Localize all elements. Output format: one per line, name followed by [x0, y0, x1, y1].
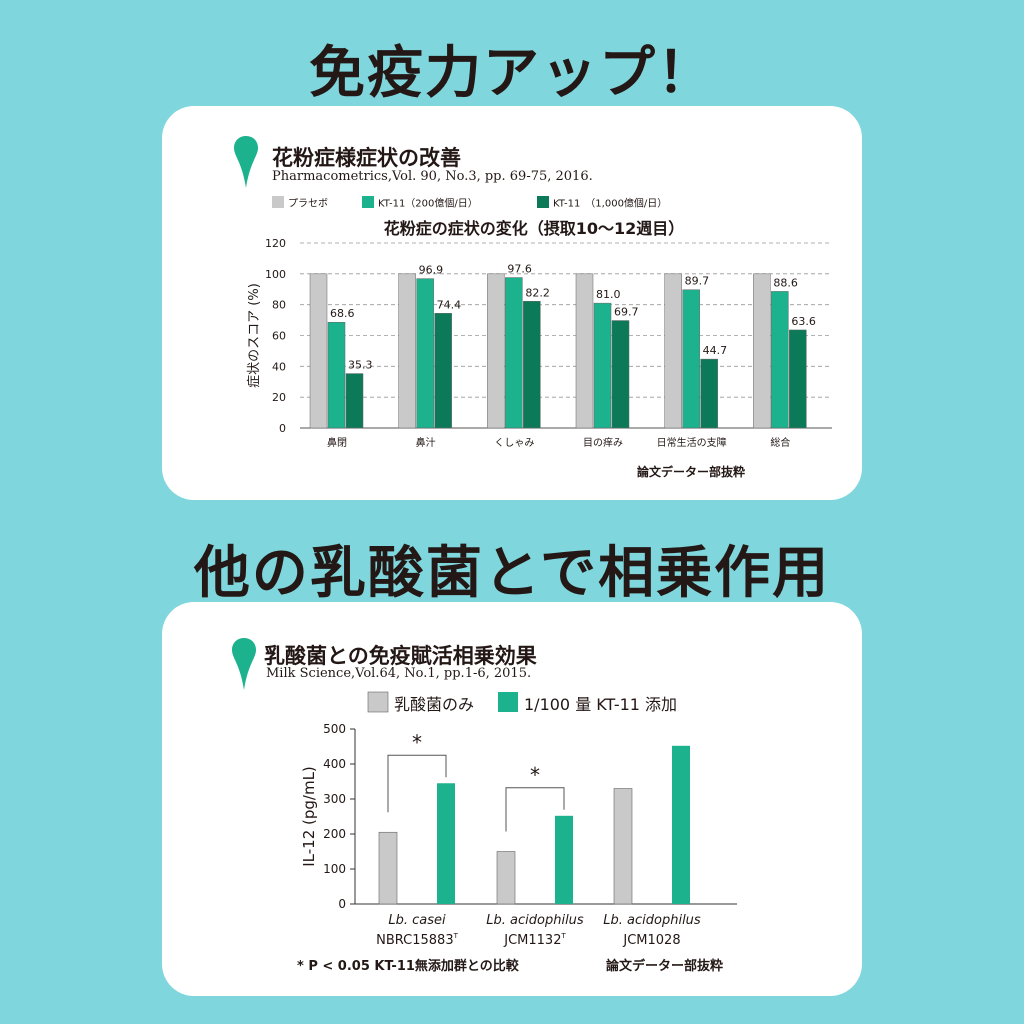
chart-source: Milk Science,Vol.64, No.1, pp.1-6, 2015. [266, 666, 532, 681]
y-tick-label: 40 [272, 360, 286, 373]
map-pin-icon [232, 638, 256, 690]
x-tick-label: くしゃみ [494, 437, 534, 449]
x-tick-strain: JCM1132T [503, 932, 566, 948]
y-axis-label: 症状のスコア (%) [247, 283, 262, 388]
bar [664, 273, 682, 429]
bar [309, 273, 328, 429]
bar [611, 320, 630, 429]
bar [378, 831, 398, 905]
x-tick-label: 日常生活の支障 [657, 436, 727, 449]
chart-footnote: * P < 0.05 KT-11無添加群との比較 [297, 958, 520, 974]
bar [613, 788, 633, 905]
significance-mark: * [412, 730, 422, 754]
pollen-bar-chart: プラセボ KT-11（200億個/日） KT-11 （1,000億個/日） 花粉症の症… [247, 196, 832, 479]
x-tick-label: 総合 [770, 436, 790, 449]
data-label: 68.6 [330, 307, 355, 320]
bar [555, 815, 573, 904]
data-label: 96.9 [419, 264, 444, 277]
chart-source: Pharmacometrics,Vol. 90, No.3, pp. 69-75… [272, 169, 593, 184]
map-pin-icon [234, 136, 258, 188]
legend-swatch [362, 196, 374, 208]
y-tick-label: 100 [265, 268, 286, 281]
data-label: 69.7 [614, 306, 639, 319]
y-tick-label: 0 [279, 422, 286, 435]
x-tick-label: Lb. acidophilus [603, 913, 701, 928]
x-tick-label: 目の痒み [583, 436, 623, 449]
bar [575, 273, 594, 429]
y-tick-label: 20 [272, 391, 286, 404]
significance-mark: * [530, 763, 540, 787]
y-tick-label: 300 [323, 792, 346, 806]
significance-bracket [387, 754, 447, 813]
legend-label: 1/100 量 KT-11 添加 [524, 695, 677, 714]
y-tick-label: 100 [323, 862, 346, 876]
data-label: 63.6 [791, 315, 816, 328]
y-tick-label: 0 [338, 897, 346, 911]
legend-label: KT-11（200億個/日） [378, 197, 478, 210]
data-label: 88.6 [773, 276, 798, 289]
x-tick-superscript: T [453, 932, 459, 940]
chart-note: 論文データー部抜粋 [606, 958, 723, 974]
data-label: 89.7 [685, 275, 710, 288]
data-label: 97.6 [507, 263, 532, 276]
data-label: 82.2 [525, 286, 550, 299]
bar [496, 851, 516, 905]
x-tick-strain: JCM1028 [622, 933, 680, 948]
bar [523, 301, 541, 429]
bar [416, 278, 434, 429]
chart-heading: 乳酸菌との免疫賦活相乗効果 [264, 644, 537, 668]
legend-swatch [537, 196, 549, 208]
x-tick-superscript: T [560, 932, 566, 940]
x-tick-label: Lb. acidophilus [486, 913, 584, 928]
bar [345, 373, 364, 429]
bar [682, 289, 700, 429]
bar [700, 358, 718, 429]
y-tick-label: 120 [265, 237, 286, 250]
legend-label: 乳酸菌のみ [394, 695, 474, 714]
y-axis-label: IL-12 (pg/mL) [300, 766, 318, 867]
legend-swatch [498, 692, 518, 712]
y-tick-label: 400 [323, 757, 346, 771]
page-heading-synergy: 他の乳酸菌とで相乗作用 [193, 541, 831, 606]
bar [753, 273, 771, 429]
data-label: 35.3 [348, 359, 373, 372]
significance-bracket [505, 787, 565, 832]
bar [327, 321, 346, 429]
y-tick-label: 80 [272, 299, 286, 312]
chart-card-pollen: 花粉症様症状の改善 Pharmacometrics,Vol. 90, No.3,… [162, 106, 862, 500]
page-heading-immunity: 免疫力アップ！ [309, 41, 715, 106]
chart-title: 花粉症の症状の変化（摂取10～12週目） [384, 219, 685, 238]
chart-heading: 花粉症様症状の改善 [272, 146, 461, 170]
bar [487, 273, 505, 429]
bar [398, 273, 416, 429]
x-tick-label: Lb. casei [388, 913, 446, 928]
il12-bar-chart: 乳酸菌のみ 1/100 量 KT-11 添加 0 100 200 300 400 500 IL-… [297, 691, 737, 974]
bar [437, 783, 455, 904]
legend-label: KT-11 （1,000億個/日） [553, 197, 667, 210]
bar [505, 277, 523, 429]
x-tick-label: 鼻閉 [327, 436, 347, 449]
bar [672, 745, 690, 904]
chart-card-il12: 乳酸菌との免疫賦活相乗効果 Milk Science,Vol.64, No.1,… [162, 602, 862, 996]
data-label: 81.0 [596, 288, 621, 301]
legend-swatch [367, 691, 389, 713]
y-tick-label: 200 [323, 827, 346, 841]
x-tick-strain: NBRC15883T [376, 932, 458, 948]
bar [789, 329, 807, 429]
bar [771, 291, 789, 429]
y-tick-label: 60 [272, 330, 286, 343]
chart-note: 論文データー部抜粋 [637, 464, 745, 479]
data-label: 74.4 [437, 298, 462, 311]
x-tick-label: 鼻汁 [416, 436, 436, 449]
y-tick-label: 500 [323, 722, 346, 736]
data-label: 44.7 [703, 344, 728, 357]
legend-swatch [272, 196, 284, 208]
bar [434, 313, 452, 429]
bar [593, 302, 612, 429]
legend-label: プラセボ [288, 198, 328, 210]
